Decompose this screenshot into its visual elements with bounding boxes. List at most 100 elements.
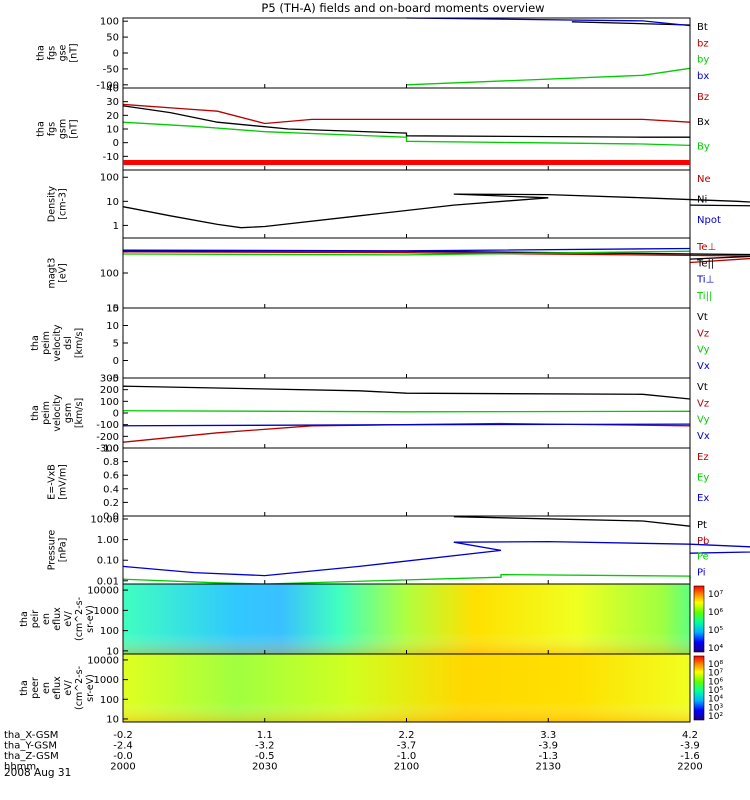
peir-ylabel: (cm^2-s- <box>74 597 85 641</box>
fgs_gse-ylabel: fgs <box>47 46 58 60</box>
peir-ytick-label: 1000 <box>94 606 119 617</box>
bottom-axis-value: -0.2 <box>113 730 133 741</box>
peim_gsm-ylabel: [km/s] <box>74 398 85 428</box>
bottom-axis-value: 2.2 <box>399 730 415 741</box>
panel-pressure: Pt Pb Pe Pi 10.00 1.00 0.10 0.01 Pressure [nPa] <box>47 515 750 587</box>
efield-ytick-label: 0.0 <box>103 512 119 523</box>
peir-colorbar-tick: 10⁶ <box>708 608 723 618</box>
bottom-axis-label: hhmm <box>4 762 36 773</box>
peim_gsm-ylabel: tha <box>30 405 41 421</box>
peir-ytick-label: 10000 <box>87 586 119 597</box>
efield-ytick-label: 1.0 <box>103 444 119 455</box>
panel-peir: 10⁷ 10⁶ 10⁵ 10⁴ 10000 1000 100 10 tha peir en eflux… <box>19 583 723 657</box>
peir-spectrogram-shade <box>123 584 690 654</box>
density-ylabel: Density <box>47 186 58 222</box>
density-legend-Npot: Npot <box>697 215 721 226</box>
efield-ylabel: [mV/m] <box>58 464 69 500</box>
peim_gsm-series-Vz <box>122 422 691 443</box>
peim_gsm-ytick-label: -300 <box>96 444 119 455</box>
peim_gsm-legend-Vt: Vt <box>697 382 708 393</box>
fgs_gse-ytick-label: -100 <box>96 80 119 91</box>
efield-ylabel: E=-VxB <box>47 464 58 499</box>
fgs_gsm-ylabel: gsm <box>58 119 69 139</box>
peir-ylabel: eV/ <box>63 610 74 626</box>
temp-series-Ti <box>122 247 691 252</box>
fgs_gsm-series-By <box>122 121 691 147</box>
fgs_gse-ytick-label: -50 <box>103 64 119 75</box>
panel-temp: Te⊥ Te|| Ti⊥ Ti|| 100 10 magt3 [eV] <box>47 237 750 315</box>
fgs_gse-ylabel: tha <box>36 45 47 61</box>
efield-ytick-label: 0.6 <box>103 471 119 482</box>
peer-colorbar-tick: 10⁸ <box>708 660 723 670</box>
peir-ytick-label: 100 <box>100 626 119 637</box>
peer-ylabel: peer <box>30 677 41 699</box>
panel-density: Ne Ni Npot 100 10 1 Density [cm-3] <box>47 169 750 239</box>
peer-colorbar-tick: 10⁶ <box>708 677 723 687</box>
peim_gsm-ytick-label: 100 <box>100 397 119 408</box>
density-frame <box>122 169 691 239</box>
peim_dsl-ytick-label: 0 <box>113 356 119 367</box>
pressure-series-Pt <box>453 516 691 527</box>
efield-legend-Ex: Ex <box>697 493 709 504</box>
fgs_gse-legend-by: by <box>697 55 709 66</box>
fgs_gsm-series-Bx <box>122 105 690 138</box>
fgs_gsm-ylabel: [nT] <box>69 119 80 138</box>
peer-colorbar-tick: 10⁷ <box>708 669 723 679</box>
pressure-ylabel: Pressure <box>47 530 58 571</box>
bottom-axis-value: -1.0 <box>397 751 417 762</box>
bottom-axis-value: -2.4 <box>113 741 133 752</box>
fgs_gse-ylabel: gse <box>58 44 69 61</box>
peir-colorbar-tick: 10⁵ <box>708 626 723 636</box>
efield-ytick-label: 0.8 <box>103 457 119 468</box>
peer-ytick-label: 100 <box>100 695 119 706</box>
peim_dsl-ylabel: velocity <box>52 324 63 362</box>
pressure-ylabel: [nPa] <box>58 538 69 563</box>
fgs_gsm-legend-Bz: Bz <box>697 92 709 103</box>
bottom-axis-label: tha_Z-GSM <box>4 751 59 762</box>
bottom-axis-value: 2000 <box>110 762 135 773</box>
peer-ytick-label: 10 <box>106 714 119 725</box>
density-legend-Ni: Ni <box>697 195 707 206</box>
pressure-ytick-label: 10.00 <box>90 515 119 526</box>
bottom-axis-value: -3.7 <box>397 741 417 752</box>
figure-title: P5 (TH-A) fields and on-board moments ov… <box>261 1 544 15</box>
fgs_gsm-ytick-label: 0 <box>113 138 119 149</box>
peer-ylabel: eflux <box>52 676 63 700</box>
peim_dsl-legend-Vt: Vt <box>697 312 708 323</box>
peer-ylabel: tha <box>19 680 30 696</box>
fgs_gsm-frame <box>122 87 691 171</box>
density-series-Ni <box>122 193 750 229</box>
efield-ytick-label: 0.2 <box>103 498 119 509</box>
peim_gsm-series-Vt <box>122 385 691 400</box>
density-ytick-label: 100 <box>100 173 119 184</box>
bottom-axis-value: -3.2 <box>255 741 275 752</box>
peer-ylabel: sr-eV) <box>85 674 96 702</box>
peer-colorbar-tick: 10⁵ <box>708 686 723 696</box>
fgs_gse-series-bx <box>406 17 691 27</box>
efield-ytick-label: 0.4 <box>103 484 119 495</box>
peim_dsl-ylabel: [km/s] <box>74 328 85 358</box>
fgs_gsm-ytick-label: -10 <box>103 152 119 163</box>
temp-legend-Te: Te|| <box>696 258 714 269</box>
fgs_gse-legend-bz: bz <box>697 38 709 49</box>
bottom-axis-value: 4.2 <box>682 730 698 741</box>
fgs_gsm-ytick-label: 40 <box>106 84 119 95</box>
fgs_gsm-legend-Bx: Bx <box>697 117 710 128</box>
fgs_gsm-ytick-label: 30 <box>106 97 119 108</box>
peer-colorbar <box>693 655 705 721</box>
temp-series-Ti <box>122 250 691 256</box>
peer-colorbar-tick: 10⁴ <box>708 695 723 705</box>
peer-spectrogram-shade <box>123 654 690 722</box>
panel-fgs_gsm: Bz Bx By 40 30 20 10 0 -10 tha fgs gsm [nT] <box>36 84 710 171</box>
peim_gsm-ytick-label: -100 <box>96 420 119 431</box>
fgs_gse-series-Bt <box>571 21 691 26</box>
pressure-ytick-label: 0.01 <box>97 576 119 587</box>
bottom-axis-value: 3.3 <box>540 730 556 741</box>
peir-colorbar-tick: 10⁷ <box>708 590 723 600</box>
fgs_gse-series-by <box>406 67 691 86</box>
temp-ytick-label: 10 <box>106 304 119 315</box>
